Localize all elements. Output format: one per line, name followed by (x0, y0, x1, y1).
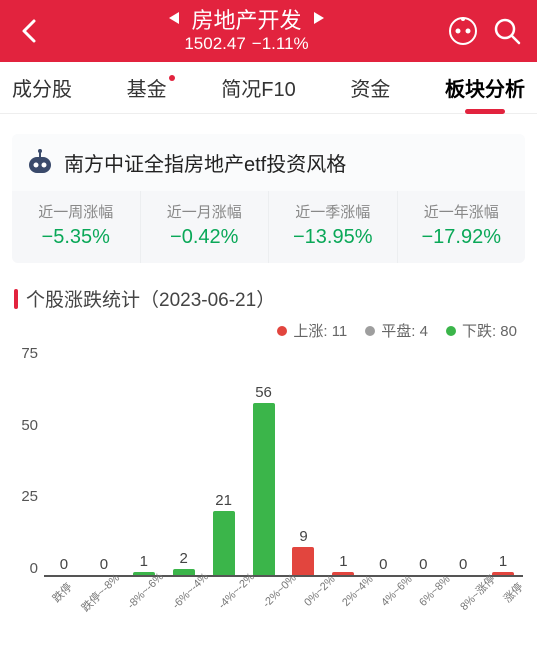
bar-value-label: 56 (255, 384, 272, 401)
stat-cell: 近一月涨幅 −0.42% (141, 191, 270, 263)
tab-板块分析[interactable]: 板块分析 (437, 73, 533, 102)
bar-slot: 2 (164, 345, 204, 575)
bar (332, 572, 354, 575)
bar (133, 572, 155, 575)
next-arrow-icon[interactable] (312, 10, 326, 31)
stat-label: 近一周涨幅 (12, 201, 140, 222)
bar (213, 511, 235, 575)
etf-title: 南方中证全指房地产etf投资风格 (64, 148, 346, 177)
stat-label: 近一月涨幅 (141, 201, 269, 222)
back-button[interactable] (10, 11, 50, 51)
prev-arrow-icon[interactable] (167, 10, 181, 31)
x-axis: 跌停跌停~-8%-8%~-6%-6%~-4%-4%~-2%-2%~0%0%~2%… (44, 577, 523, 625)
stat-value: −13.95% (269, 226, 397, 249)
bar-value-label: 0 (419, 556, 427, 573)
legend-dot-icon (277, 326, 287, 336)
etf-card: 南方中证全指房地产etf投资风格 近一周涨幅−5.35%近一月涨幅−0.42%近… (12, 134, 525, 263)
bar (492, 572, 514, 575)
change-percent: −1.11% (252, 34, 309, 54)
bar-slot: 9 (284, 345, 324, 575)
section-title: 个股涨跌统计（2023-06-21） (14, 285, 523, 312)
y-axis: 75 50 25 0 (10, 345, 44, 577)
stat-cell: 近一季涨幅 −13.95% (269, 191, 398, 263)
header-title: 房地产开发 (191, 8, 301, 34)
y-tick: 50 (21, 417, 38, 434)
bar-slot: 21 (204, 345, 244, 575)
section-title-text: 个股涨跌统计（2023-06-21） (26, 285, 275, 312)
index-value: 1502.47 (184, 34, 245, 54)
legend-text: 下跌: 80 (462, 320, 517, 341)
tab-基金[interactable]: 基金 (119, 73, 175, 102)
bar-value-label: 1 (339, 553, 347, 570)
legend-down: 下跌: 80 (446, 320, 517, 341)
bar-value-label: 1 (140, 553, 148, 570)
bar (253, 403, 275, 575)
stat-value: −17.92% (398, 226, 526, 249)
stat-label: 近一年涨幅 (398, 201, 526, 222)
stat-cell: 近一周涨幅 −5.35% (12, 191, 141, 263)
stat-value: −0.42% (141, 226, 269, 249)
bar (292, 547, 314, 575)
stat-cell: 近一年涨幅 −17.92% (398, 191, 526, 263)
bar-value-label: 0 (459, 556, 467, 573)
bar-slot: 0 (403, 345, 443, 575)
updown-chart: 7550250 00122156910001 跌停跌停~-8%-8%~-6%-6… (10, 345, 527, 625)
legend-text: 上涨: 11 (293, 320, 347, 341)
plot-area: 00122156910001 (44, 345, 523, 577)
y-tick: 75 (21, 345, 38, 362)
assistant-icon[interactable] (443, 11, 483, 51)
legend-up: 上涨: 11 (277, 320, 347, 341)
legend-dot-icon (446, 326, 456, 336)
bar-value-label: 0 (379, 556, 387, 573)
bot-icon (26, 149, 54, 177)
bar-slot: 1 (483, 345, 523, 575)
tab-成分股[interactable]: 成分股 (4, 73, 80, 102)
bar-value-label: 2 (180, 550, 188, 567)
bar-slot: 0 (84, 345, 124, 575)
legend-dot-icon (365, 326, 375, 336)
tab-资金[interactable]: 资金 (342, 73, 398, 102)
bar-slot: 1 (124, 345, 164, 575)
tab-bar: 成分股 基金 简况F10 资金 板块分析 (0, 62, 537, 114)
stat-value: −5.35% (12, 226, 140, 249)
bar (173, 569, 195, 575)
legend-text: 平盘: 4 (381, 320, 428, 341)
bar-slot: 56 (244, 345, 284, 575)
top-header: 房地产开发 1502.47 −1.11% (0, 0, 537, 62)
bar-value-label: 1 (499, 553, 507, 570)
bar-slot: 0 (443, 345, 483, 575)
bar-slot: 0 (363, 345, 403, 575)
y-tick: 25 (21, 488, 38, 505)
search-icon[interactable] (487, 11, 527, 51)
bar-value-label: 21 (215, 492, 232, 509)
header-center: 房地产开发 1502.47 −1.11% (50, 8, 443, 55)
bar-value-label: 0 (60, 556, 68, 573)
bar-value-label: 0 (100, 556, 108, 573)
chart-legend: 上涨: 11 平盘: 4 下跌: 80 (20, 320, 517, 341)
tab-简况F10[interactable]: 简况F10 (213, 73, 303, 102)
y-tick: 0 (30, 560, 38, 577)
bar-slot: 0 (44, 345, 84, 575)
bar-value-label: 9 (299, 528, 307, 545)
etf-stats: 近一周涨幅 −5.35%近一月涨幅 −0.42%近一季涨幅 −13.95%近一年涨幅 −… (12, 191, 525, 263)
stat-label: 近一季涨幅 (269, 201, 397, 222)
bar-slot: 1 (323, 345, 363, 575)
legend-flat: 平盘: 4 (365, 320, 428, 341)
etf-header[interactable]: 南方中证全指房地产etf投资风格 (12, 134, 525, 191)
